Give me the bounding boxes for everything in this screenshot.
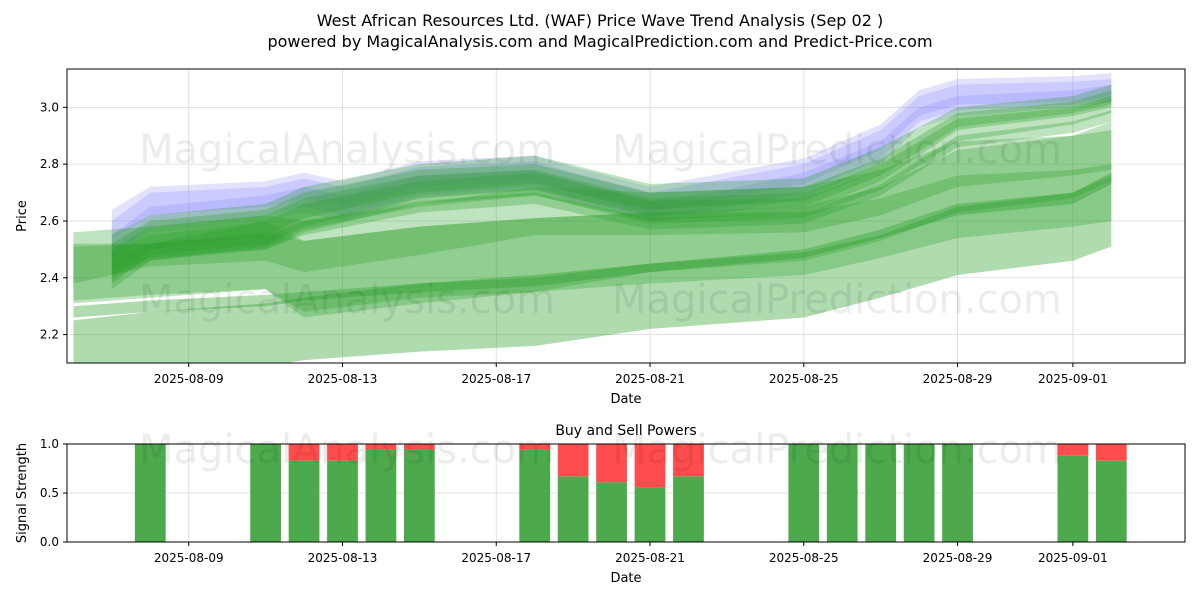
price-grid <box>67 69 1185 363</box>
sell-bar <box>1057 444 1089 456</box>
buy-bar <box>826 444 858 542</box>
price-x-label: Date <box>610 392 641 407</box>
sell-bar <box>327 444 358 461</box>
price-y-tick-label: 2.2 <box>40 328 59 342</box>
signal-y-tick-label: 0.0 <box>40 535 59 549</box>
price-y-tick-label: 2.8 <box>40 157 59 171</box>
signal-x-axis: 2025-08-09 2025-08-13 2025-08-17 2025-08-21… <box>154 542 1108 565</box>
sell-bar <box>596 444 627 483</box>
green-trend-band <box>73 130 1112 284</box>
buy-bar <box>865 444 897 542</box>
signal-y-tick-label: 0.5 <box>40 486 59 500</box>
green-trend-band <box>73 172 1112 318</box>
blue-prediction-band <box>111 78 1112 261</box>
sell-bar <box>634 444 666 488</box>
price-x-tick-label: 2025-08-25 <box>769 372 839 386</box>
signal-x-tick-label: 2025-08-09 <box>154 551 224 565</box>
watermark: MagicalPrediction.com <box>612 427 1062 473</box>
price-x-tick-label: 2025-08-17 <box>461 372 531 386</box>
price-x-tick-label: 2025-08-09 <box>154 372 224 386</box>
signal-x-tick-label: 2025-08-25 <box>769 551 839 565</box>
price-band-layer <box>73 73 1112 363</box>
price-x-axis: 2025-08-09 2025-08-13 2025-08-17 2025-08-21… <box>154 363 1108 386</box>
price-x-tick-label: 2025-08-21 <box>615 372 685 386</box>
price-y-axis: 2.2 2.4 2.6 2.8 3.0 <box>40 100 67 342</box>
signal-y-label: Signal Strength <box>15 443 30 543</box>
sell-bar <box>557 444 589 477</box>
price-watermarks: MagicalAnalysis.com MagicalPrediction.co… <box>139 127 1062 323</box>
price-bands <box>73 73 1112 363</box>
sell-bar <box>519 444 551 450</box>
signal-y-tick-label: 1.0 <box>40 437 59 451</box>
green-trend-band <box>111 84 1112 273</box>
watermark: MagicalAnalysis.com <box>139 427 555 473</box>
signal-x-tick-label: 2025-09-01 <box>1038 551 1108 565</box>
green-trend-band <box>73 164 1112 312</box>
main-subtitle: powered by MagicalAnalysis.com and Magic… <box>267 32 932 51</box>
watermark: MagicalPrediction.com <box>612 127 1062 173</box>
watermark: MagicalAnalysis.com <box>139 277 555 323</box>
green-trend-band <box>73 175 1112 363</box>
buy-bar <box>1095 460 1127 542</box>
buy-bar <box>903 444 935 542</box>
buy-bar <box>327 460 358 542</box>
sell-bar <box>404 444 435 450</box>
price-x-tick-label: 2025-09-01 <box>1038 372 1108 386</box>
green-trend-band <box>73 121 1112 318</box>
signal-y-axis: 0.0 0.5 1.0 <box>40 437 67 549</box>
buy-bar <box>788 444 820 542</box>
signal-title: Buy and Sell Powers <box>555 423 696 439</box>
signal-x-tick-label: 2025-08-13 <box>308 551 378 565</box>
buy-bar <box>1057 455 1089 542</box>
signal-bars <box>134 444 1127 542</box>
price-plot: MagicalAnalysis.com MagicalPrediction.co… <box>15 68 1186 407</box>
buy-bar <box>634 487 666 542</box>
buy-bar <box>288 460 320 542</box>
buy-bar <box>596 482 627 542</box>
sell-bar <box>365 444 397 450</box>
main-title: West African Resources Ltd. (WAF) Price … <box>317 11 883 30</box>
signal-watermarks: MagicalAnalysis.com MagicalPrediction.co… <box>139 427 1062 473</box>
buy-bar <box>404 449 435 542</box>
buy-bar <box>942 444 973 542</box>
sell-bar <box>1095 444 1127 461</box>
buy-bar <box>519 449 551 542</box>
sell-bar <box>673 444 704 477</box>
buy-bar <box>557 476 589 542</box>
price-y-tick-label: 3.0 <box>40 100 59 114</box>
buy-bar <box>673 476 704 542</box>
buy-bar <box>134 444 166 542</box>
signal-x-tick-label: 2025-08-21 <box>615 551 685 565</box>
price-y-label: Price <box>15 200 30 232</box>
price-y-tick-label: 2.6 <box>40 214 59 228</box>
buy-bar <box>365 449 397 542</box>
price-x-tick-label: 2025-08-29 <box>923 372 993 386</box>
price-x-tick-label: 2025-08-13 <box>308 372 378 386</box>
buy-bar <box>250 444 281 542</box>
signal-x-label: Date <box>610 571 641 586</box>
signal-x-tick-label: 2025-08-17 <box>461 551 531 565</box>
price-y-tick-label: 2.4 <box>40 271 59 285</box>
blue-prediction-band <box>111 84 1112 258</box>
blue-prediction-band <box>111 73 1112 239</box>
sell-bar <box>288 444 320 461</box>
green-trend-band <box>111 95 1112 284</box>
watermark: MagicalAnalysis.com <box>139 127 555 173</box>
price-plot-frame <box>66 68 1186 364</box>
signal-x-tick-label: 2025-08-29 <box>923 551 993 565</box>
watermark: MagicalPrediction.com <box>612 277 1062 323</box>
green-trend-band <box>111 90 1112 290</box>
signal-plot: Buy and Sell Powers MagicalAnalysis.com … <box>15 423 1186 586</box>
